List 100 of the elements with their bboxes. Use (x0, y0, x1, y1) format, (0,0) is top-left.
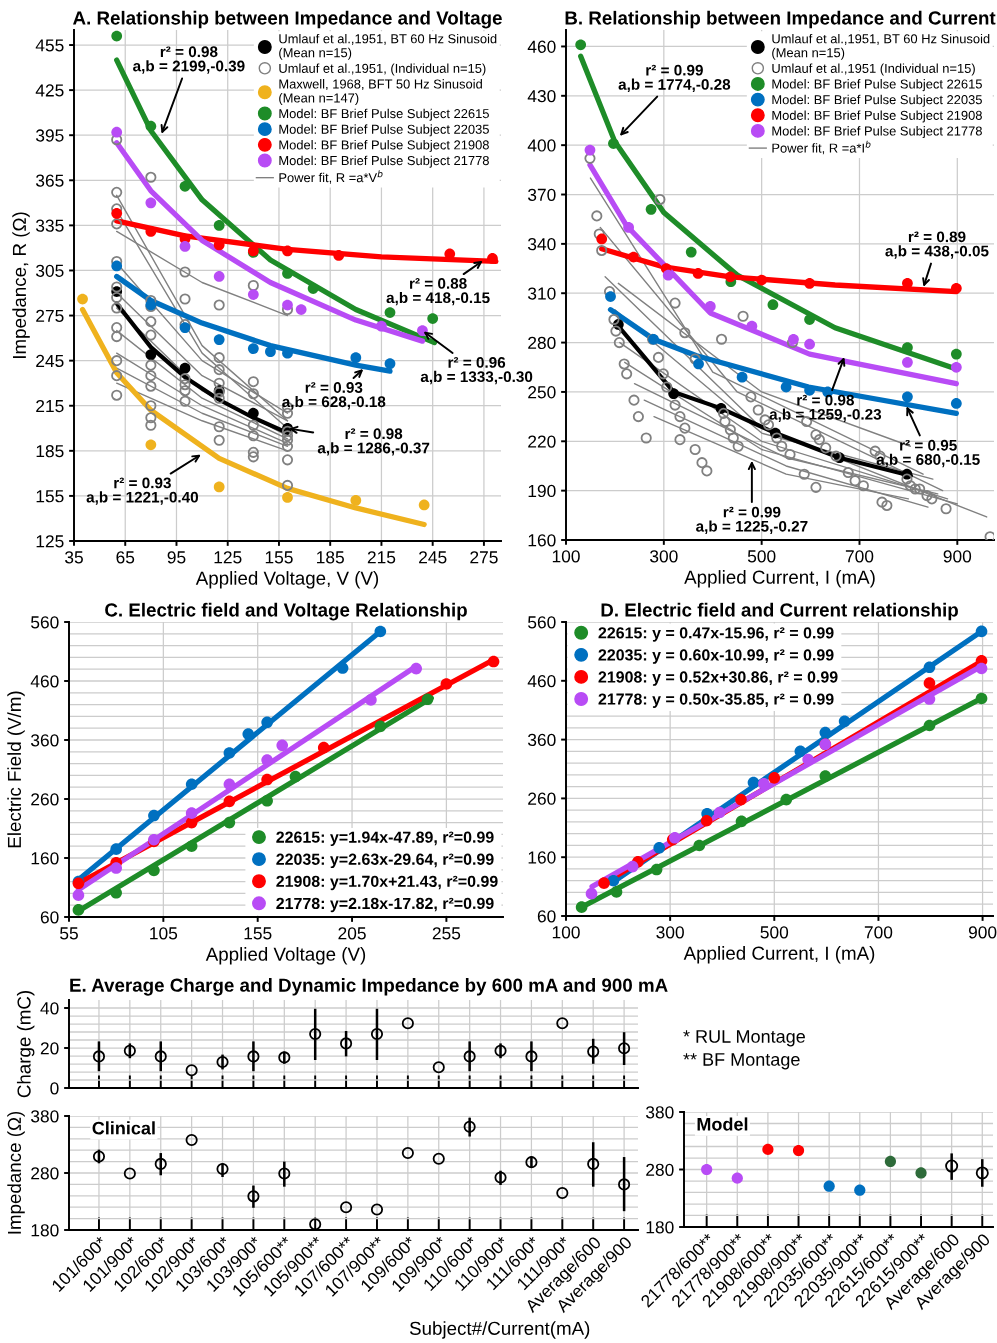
y-tick-label: 360 (30, 734, 59, 747)
legend-label: 22615: y = 0.47x-15.96, r² = 0.99 (598, 627, 834, 642)
y-tick-label: 460 (527, 40, 556, 53)
x-tick-label: 155 (244, 927, 272, 940)
x-tick-label: 255 (432, 927, 461, 940)
chart-title: A. Relationship between Impedance and Voltage (73, 10, 502, 29)
y-axis-title: Impedance (Ω) (7, 1111, 25, 1234)
x-tick-label: 125 (214, 551, 242, 564)
y-tick-label: 180 (646, 1221, 674, 1234)
annotation: Clinical (92, 1121, 155, 1135)
x-tick-label: 55 (60, 927, 78, 940)
text: * RUL Montage (683, 1030, 805, 1047)
legend-label: Model: BF Brief Pulse Subject 22615 (279, 108, 489, 121)
legend-label: Umlauf et al.,1951 (Individual n=15) (772, 63, 975, 76)
y-tick-label: 560 (31, 616, 59, 629)
x-tick-label: 155 (265, 551, 293, 564)
x-tick-label: 105 (150, 927, 178, 940)
y-tick-label: 180 (31, 1224, 59, 1237)
y-tick-label: 160 (528, 851, 556, 864)
legend-label: Maxwell, 1968, BFT 50 Hz Sinusoid (Mean n=147) (279, 79, 482, 106)
annotation: r² = 0.95 a,b = 680,-0.15 (876, 439, 980, 468)
x-tick-label: 500 (760, 926, 789, 939)
y-tick-label: 60 (537, 910, 556, 923)
legend-label: Umlauf et al.,1951, BT 60 Hz Sinusoid (Mean n=15) (279, 33, 497, 60)
x-axis-title: Applied Current, I (mA) (684, 570, 875, 588)
y-tick-label: 220 (528, 435, 556, 448)
legend-label: Model: BF Brief Pulse Subject 22035 (279, 124, 489, 137)
chart-title: B. Relationship between Impedance and Current (565, 10, 996, 29)
y-tick-label: 260 (31, 793, 59, 806)
y-tick-label: 425 (35, 84, 64, 97)
x-tick-label: 500 (747, 550, 776, 563)
x-tick-label: 35 (65, 551, 83, 564)
x-tick-label: 95 (167, 551, 186, 564)
chart-title: C. Electric field and Voltage Relationship (105, 602, 467, 621)
y-tick-label: 250 (528, 386, 556, 399)
y-tick-label: 125 (36, 535, 64, 548)
y-axis-title: Charge (mC) (16, 990, 35, 1098)
x-tick-label: 245 (419, 551, 447, 564)
y-tick-label: 335 (35, 219, 64, 232)
x-tick-label: 300 (656, 926, 684, 939)
legend-label: Umlauf et al.,1951, (Individual n=15) (279, 63, 486, 76)
y-tick-label: 370 (527, 188, 556, 201)
y-tick-label: 275 (36, 309, 64, 323)
y-tick-label: 155 (36, 490, 64, 503)
x-tick-label: 900 (968, 926, 997, 939)
y-tick-label: 280 (646, 1163, 674, 1176)
x-tick-label: 900 (943, 550, 972, 563)
annotation: r² = 0.93 a,b = 1221,-0.40 (86, 477, 199, 505)
legend-label: Power fit, R =a*V$^{b}$ (279, 170, 383, 184)
x-axis-title: Applied Current, I (mA) (683, 946, 875, 964)
y-tick-label: 20 (40, 1042, 59, 1055)
x-axis-title: Applied Voltage, V (V) (195, 571, 379, 589)
legend-label: Model: BF Brief Pulse Subject 22035 (772, 94, 982, 107)
legend-label: Umlauf et al.,1951, BT 60 Hz Sinusoid (Mean n=15) (772, 33, 990, 60)
x-tick-label: 185 (317, 551, 344, 564)
text: ** BF Montage (683, 1053, 800, 1070)
x-axis-title: Applied Voltage (V) (205, 947, 366, 965)
y-tick-label: 60 (40, 911, 59, 924)
legend-label: 21908: y = 0.52x+30.86, r² = 0.99 (598, 671, 838, 686)
y-tick-label: 340 (527, 238, 556, 251)
annotation: Model (697, 1117, 748, 1131)
annotation: r² = 0.99 a,b = 1774,-0.28 (618, 64, 731, 93)
y-tick-label: 260 (528, 792, 556, 805)
legend-label: Model: BF Brief Pulse Subject 22615 (772, 79, 982, 92)
x-tick-label: 700 (864, 926, 893, 939)
y-tick-label: 460 (30, 675, 59, 688)
x-tick-label: 275 (470, 551, 498, 564)
y-tick-label: 215 (36, 399, 64, 413)
y-tick-label: 185 (36, 444, 64, 458)
legend-label: Model: BF Brief Pulse Subject 21778 (279, 155, 489, 168)
y-tick-label: 460 (527, 674, 556, 688)
x-tick-label: 65 (116, 551, 135, 564)
y-tick-label: 380 (30, 1110, 59, 1123)
y-tick-label: 400 (527, 139, 556, 152)
legend-label: 22035: y = 0.60x-10.99, r² = 0.99 (598, 649, 834, 664)
legend-label: Model: BF Brief Pulse Subject 21778 (772, 126, 982, 139)
y-tick-label: 245 (36, 354, 64, 368)
y-tick-label: 560 (528, 616, 556, 629)
legend-label: Model: BF Brief Pulse Subject 21908 (772, 110, 982, 123)
chart-title: E. Average Charge and Dynamic Impedance by 600 mA and 900 mA (70, 978, 668, 996)
annotation: r² = 0.98 a,b = 2199,-0.39 (133, 46, 245, 74)
y-tick-label: 280 (31, 1167, 59, 1180)
y-tick-label: 305 (35, 264, 64, 277)
chart-title: D. Electric field and Current relationship (601, 602, 958, 621)
y-tick-label: 395 (35, 129, 64, 142)
legend-label: 21778: y = 0.50x-35.85, r² = 0.99 (598, 693, 834, 708)
annotation: r² = 0.88 a,b = 418,-0.15 (386, 278, 490, 306)
annotation: r² = 0.89 a,b = 438,-0.05 (885, 231, 989, 259)
y-tick-label: 360 (527, 733, 556, 747)
legend-label: 22615: y=1.94x-47.89, r²=0.99 (276, 831, 494, 846)
x-tick-label: 700 (845, 550, 874, 563)
y-tick-label: 40 (40, 1002, 59, 1015)
x-tick-label: 205 (338, 927, 366, 940)
y-tick-label: 160 (528, 534, 556, 547)
y-tick-label: 380 (645, 1106, 674, 1119)
y-tick-label: 280 (528, 336, 556, 350)
x-axis-title: Subject#/Current(mA) (409, 1321, 590, 1339)
x-tick-label: 100 (552, 550, 580, 563)
y-tick-label: 160 (31, 852, 59, 865)
y-tick-label: 455 (35, 39, 64, 52)
